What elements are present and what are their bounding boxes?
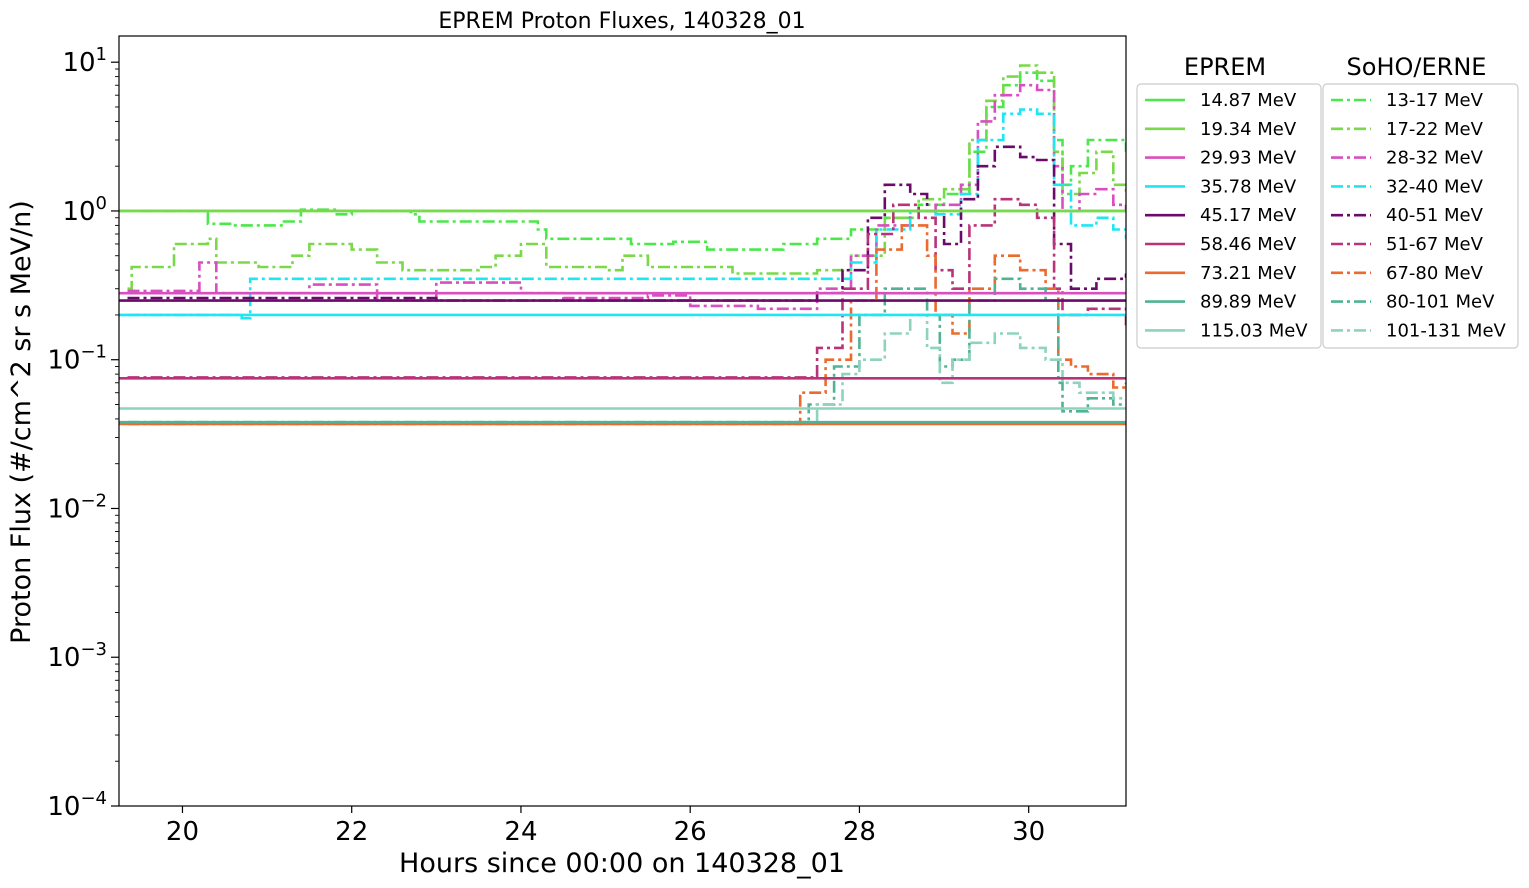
x-tick-label: 26 [674,817,707,847]
legend-label: 29.93 MeV [1200,148,1297,169]
chart-title: EPREM Proton Fluxes, 140328_01 [438,9,805,34]
x-axis-label: Hours since 00:00 on 140328_01 [399,848,845,879]
erne-series-line-7 [127,277,1126,424]
legend-label: 35.78 MeV [1200,176,1297,197]
y-axis-label: Proton Flux (#/cm^2 sr s MeV/n) [6,200,37,644]
y-tick-label: 10−4 [47,788,107,822]
y-tick-label: 10−1 [47,342,107,376]
legend-label: 13-17 MeV [1386,90,1484,111]
plot-frame [118,35,1127,807]
legend-title: EPREM [1184,53,1266,81]
erne-series-line-5 [127,197,1126,379]
x-tick-label: 22 [335,817,368,847]
legend-erne: SoHO/ERNE 13-17 MeV 17-22 MeV 28-32 MeV 32-4… [1322,53,1519,349]
legend-label: 67-80 MeV [1386,263,1484,284]
erne-series-line-1 [127,64,1126,290]
x-tick-label: 30 [1012,817,1045,847]
legend-label: 101-131 MeV [1386,320,1507,341]
y-tick-label: 10−3 [47,639,107,673]
x-tick-label: 20 [166,817,199,847]
legend-box [1322,83,1519,349]
legend-label: 19.34 MeV [1200,119,1297,140]
legend-label: 58.46 MeV [1200,234,1297,255]
plot-area [119,64,1126,426]
legend-label: 45.17 MeV [1200,205,1297,226]
legend-label: 17-22 MeV [1386,119,1484,140]
x-axis: 20 22 24 26 28 30 [166,806,1045,847]
x-tick-label: 24 [504,817,537,847]
erne-series-line-3 [127,108,1126,320]
erne-series-line-6 [127,224,1126,426]
legend-label: 73.21 MeV [1200,263,1297,284]
legend-label: 28-32 MeV [1386,148,1484,169]
y-axis: 101 100 10−1 10−2 10−3 10−4 [47,44,119,822]
erne-series-line-8 [127,313,1126,424]
y-tick-label: 101 [62,44,107,78]
legend-eprem: EPREM 14.87 MeV 19.34 MeV 29.93 MeV 35.78 Me… [1136,53,1322,349]
legend-label: 14.87 MeV [1200,90,1297,111]
erne-series-line-4 [127,145,1126,302]
legend-label: 80-101 MeV [1386,292,1495,313]
legend-label: 40-51 MeV [1386,205,1484,226]
y-tick-label: 10−2 [47,490,107,524]
legend-label: 115.03 MeV [1200,320,1308,341]
y-tick-label: 100 [62,193,107,227]
x-tick-label: 28 [843,817,876,847]
legend-label: 51-67 MeV [1386,234,1484,255]
erne-series-line-2 [127,83,1126,311]
legend-label: 89.89 MeV [1200,292,1297,313]
legend-box [1136,83,1322,349]
legend-title: SoHO/ERNE [1347,53,1487,81]
legend-label: 32-40 MeV [1386,176,1484,197]
